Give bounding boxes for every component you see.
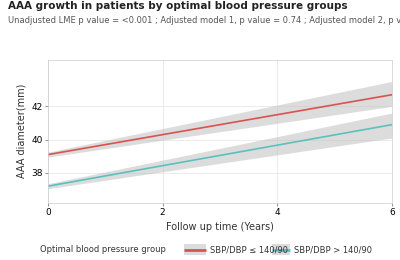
Text: Unadjusted LME p value = <0.001 ; Adjusted model 1, p value = 0.74 ; Adjusted mo: Unadjusted LME p value = <0.001 ; Adjust…: [8, 16, 400, 25]
X-axis label: Follow up time (Years): Follow up time (Years): [166, 222, 274, 231]
Y-axis label: AAA diameter(mm): AAA diameter(mm): [17, 84, 27, 178]
Text: AAA growth in patients by optimal blood pressure groups: AAA growth in patients by optimal blood …: [8, 1, 348, 11]
Text: Optimal blood pressure group: Optimal blood pressure group: [40, 245, 166, 254]
Text: SBP/DBP ≤ 140/90: SBP/DBP ≤ 140/90: [210, 245, 288, 254]
Text: SBP/DBP > 140/90: SBP/DBP > 140/90: [294, 245, 372, 254]
